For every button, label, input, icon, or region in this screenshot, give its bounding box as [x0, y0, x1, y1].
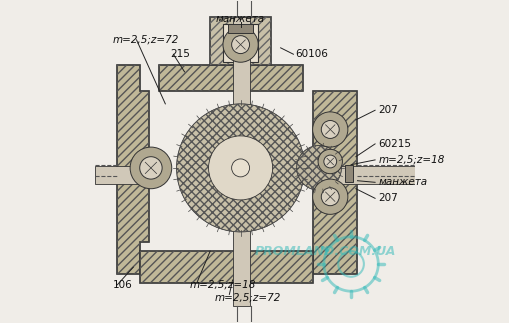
Circle shape — [231, 159, 249, 177]
Text: 207: 207 — [378, 193, 397, 203]
Text: 60215: 60215 — [378, 139, 410, 149]
Circle shape — [312, 179, 347, 214]
Bar — [232, 17, 250, 306]
Polygon shape — [117, 66, 149, 274]
Polygon shape — [296, 145, 341, 190]
Text: m=2,5;z=18: m=2,5;z=18 — [189, 280, 255, 290]
Bar — [228, 24, 252, 33]
Text: 60106: 60106 — [294, 49, 327, 59]
Circle shape — [323, 155, 336, 168]
Bar — [344, 165, 352, 182]
Bar — [302, 166, 414, 184]
Circle shape — [312, 112, 347, 147]
Circle shape — [321, 120, 338, 139]
Text: 215: 215 — [170, 49, 190, 59]
Circle shape — [222, 27, 258, 62]
Polygon shape — [176, 104, 304, 232]
Circle shape — [208, 136, 272, 200]
Circle shape — [139, 157, 162, 179]
Text: PROMLAND.COM.UA: PROMLAND.COM.UA — [254, 245, 395, 258]
Text: 106: 106 — [112, 280, 132, 290]
Polygon shape — [312, 91, 357, 274]
Polygon shape — [210, 17, 270, 66]
Circle shape — [231, 36, 249, 54]
Text: m=2,5;z=72: m=2,5;z=72 — [112, 35, 179, 45]
Text: манжета: манжета — [378, 177, 427, 187]
Circle shape — [318, 149, 342, 174]
Text: m=2,5;z=72: m=2,5;z=72 — [215, 293, 281, 303]
Bar — [222, 24, 258, 62]
Text: 207: 207 — [378, 105, 397, 115]
Circle shape — [321, 188, 338, 206]
Polygon shape — [159, 66, 302, 91]
Polygon shape — [139, 251, 312, 283]
Text: m=2,5;z=18: m=2,5;z=18 — [378, 155, 444, 165]
Circle shape — [130, 147, 172, 189]
Bar — [95, 166, 155, 184]
Text: манжета: манжета — [216, 14, 265, 24]
